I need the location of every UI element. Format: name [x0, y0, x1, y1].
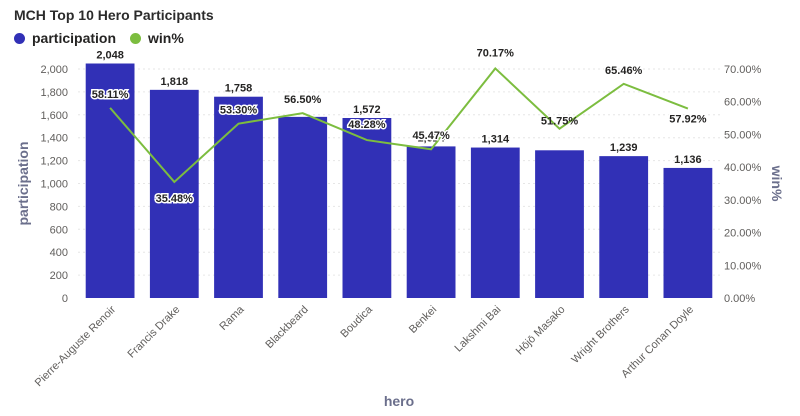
line-value-label-halo: 35.48% — [156, 193, 194, 205]
bar — [342, 118, 392, 298]
bar-value-label: 1,314 — [482, 134, 510, 146]
bar-value-label: 2,048 — [96, 50, 124, 62]
x-tick-label: Blackbeard — [263, 304, 310, 351]
line-value-label: 35.48% — [156, 193, 194, 205]
x-tick-label: Hōjō Masako — [514, 304, 568, 358]
y-axis-title: participation — [15, 141, 31, 225]
y2-tick-label: 60.00% — [724, 97, 762, 109]
bar — [278, 116, 328, 299]
bar — [663, 167, 713, 298]
y2-tick-label: 10.00% — [724, 260, 762, 272]
chart-title: MCH Top 10 Hero Participants — [14, 7, 214, 23]
y-tick-label: 1,800 — [40, 87, 68, 99]
x-axis-title: hero — [384, 393, 414, 409]
bar-value-label: 1,758 — [225, 83, 253, 95]
y-tick-label: 800 — [50, 201, 68, 213]
line-value-label: 65.46% — [605, 65, 643, 77]
bar — [149, 89, 199, 299]
line-value-label: 51.75% — [541, 115, 579, 127]
bar-value-label: 1,572 — [353, 104, 381, 116]
x-tick-label: Pierre-Auguste Renoir — [33, 303, 119, 389]
x-tick-label: Wright Brothers — [569, 303, 632, 366]
line-value-label: 70.17% — [477, 47, 515, 59]
line-value-label-halo: 53.30% — [220, 105, 258, 117]
line-value-label-halo: 65.46% — [605, 65, 643, 77]
line-value-label-halo: 57.92% — [669, 114, 707, 126]
legend-item-participation[interactable]: participation — [14, 30, 116, 46]
y-tick-label: 400 — [50, 247, 68, 259]
y-tick-label: 1,200 — [40, 156, 68, 168]
x-tick-label: Benkei — [407, 304, 439, 336]
legend-marker-participation — [14, 32, 25, 44]
x-tick-label: Arthur Conan Doyle — [619, 304, 696, 381]
bar — [214, 96, 263, 298]
bar-value-label: 1,818 — [161, 76, 189, 88]
line-value-label: 48.28% — [348, 119, 386, 131]
y2-tick-label: 20.00% — [724, 228, 762, 240]
legend-label-win: win% — [148, 30, 184, 46]
bar — [535, 150, 584, 298]
y-tick-label: 0 — [62, 293, 68, 305]
bar — [470, 147, 520, 298]
x-tick-label: Boudica — [338, 303, 375, 340]
legend: participation win% — [14, 30, 184, 46]
legend-label-participation: participation — [32, 30, 117, 46]
line-value-label: 45.47% — [412, 130, 450, 142]
bar-value-label: 1,136 — [674, 154, 702, 166]
x-tick-label: Francis Drake — [126, 304, 183, 361]
line-value-label: 56.50% — [284, 94, 322, 106]
bar-value-label: 1,324 — [417, 132, 445, 144]
y2-tick-label: 50.00% — [724, 129, 762, 141]
y2-tick-label: 0.00% — [724, 293, 755, 305]
y2-axis-title: win% — [769, 165, 785, 202]
y-tick-label: 2,000 — [40, 64, 68, 76]
bar — [85, 63, 135, 299]
line-value-label-halo: 70.17% — [477, 47, 515, 59]
x-tick-label: Rama — [217, 303, 247, 333]
y-tick-label: 200 — [50, 270, 68, 282]
y2-tick-label: 30.00% — [724, 195, 762, 207]
y-tick-label: 1,000 — [40, 179, 68, 191]
line-value-label-halo: 58.11% — [92, 89, 129, 101]
y-tick-label: 1,600 — [40, 110, 68, 122]
bar — [406, 146, 456, 298]
line-value-label: 53.30% — [220, 105, 258, 117]
y-tick-label: 1,400 — [40, 133, 68, 145]
line-value-label-halo: 56.50% — [284, 94, 322, 106]
y2-tick-label: 40.00% — [724, 162, 762, 174]
line-value-label: 58.11% — [92, 89, 129, 101]
line-value-label: 57.92% — [669, 114, 707, 126]
bar — [599, 156, 649, 298]
y-tick-label: 600 — [50, 224, 68, 236]
bar-value-label: 1,239 — [610, 142, 638, 154]
legend-marker-win — [130, 32, 142, 44]
legend-item-win[interactable]: win% — [130, 30, 184, 46]
win-line — [109, 66, 689, 184]
x-tick-label: Lakshmi Bai — [453, 304, 504, 355]
line-value-label-halo: 45.47% — [412, 130, 450, 142]
y2-tick-label: 70.00% — [724, 64, 762, 76]
line-value-label-halo: 48.28% — [348, 119, 386, 131]
